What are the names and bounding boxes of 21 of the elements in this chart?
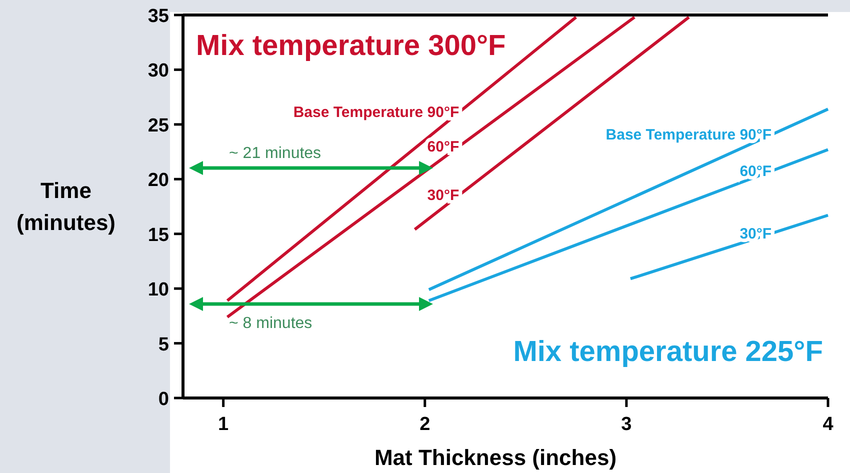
- y-tick-label: 25: [148, 115, 170, 136]
- annotation: ~ 21 minutes: [229, 145, 322, 162]
- annotation: ~ 8 minutes: [229, 315, 312, 332]
- y-tick-label: 5: [158, 334, 170, 356]
- y-tick-label: 0: [158, 389, 169, 410]
- x-tick-label: 2: [420, 414, 430, 435]
- x-tick-label: 1: [218, 414, 230, 435]
- series-label: 60°F: [427, 138, 460, 156]
- annotation: Mix temperature 225°F: [513, 336, 823, 368]
- y-tick-label: 10: [148, 280, 169, 301]
- y-tick-label: 15: [148, 224, 170, 246]
- series-label: Base Temperature 90°F: [293, 104, 460, 122]
- y-tick-label: 20: [148, 170, 169, 192]
- y-tick-label: 35: [148, 6, 170, 27]
- x-tick-label: 4: [822, 414, 834, 435]
- x-tick-label: 3: [621, 414, 632, 435]
- annotation: Mix temperature 300°F: [196, 30, 506, 62]
- y-axis-title: Time (minutes): [16, 178, 116, 235]
- series-label: 30°F: [427, 187, 460, 204]
- y-tick-label: 30: [148, 60, 169, 82]
- x-axis-title: Mat Thickness (inches): [374, 445, 617, 470]
